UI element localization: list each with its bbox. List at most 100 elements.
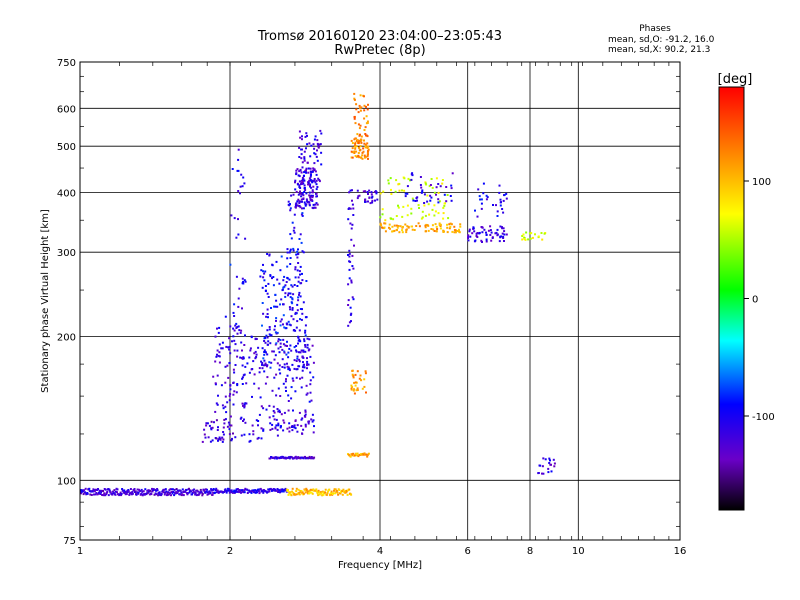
data-point (450, 187, 453, 190)
data-point (313, 162, 316, 165)
data-point (295, 368, 298, 371)
data-point (303, 179, 306, 182)
data-point (315, 155, 318, 158)
data-point (308, 201, 311, 204)
data-point (274, 331, 277, 334)
data-point (300, 318, 303, 321)
data-point (539, 464, 542, 467)
data-point (179, 489, 182, 492)
data-point (541, 472, 543, 475)
data-point (437, 198, 440, 201)
data-point (107, 494, 110, 497)
data-point (482, 192, 485, 195)
data-point (297, 193, 300, 196)
data-point (94, 493, 97, 496)
data-point (300, 490, 303, 493)
data-point (84, 487, 87, 490)
data-point (105, 493, 108, 496)
data-point (240, 329, 243, 332)
data-point (241, 383, 244, 385)
data-point (315, 179, 318, 182)
data-point (320, 491, 322, 494)
data-point (296, 424, 299, 427)
data-point (302, 197, 305, 200)
data-point (364, 370, 367, 373)
data-point (304, 189, 307, 191)
data-point (287, 294, 289, 297)
data-point (407, 177, 410, 180)
data-point (262, 270, 264, 273)
data-point (353, 97, 356, 100)
data-point (313, 168, 316, 171)
data-point (370, 191, 373, 194)
data-point (242, 420, 244, 422)
data-point (348, 277, 351, 280)
data-point (305, 393, 308, 396)
data-point (361, 387, 364, 390)
data-point (443, 204, 446, 207)
data-point (403, 177, 406, 180)
data-point (243, 182, 246, 185)
data-point (234, 436, 237, 439)
data-point (292, 249, 295, 252)
data-point (283, 326, 286, 329)
data-point (229, 489, 232, 492)
data-point (93, 490, 96, 493)
data-point (261, 363, 263, 366)
data-point (302, 182, 305, 185)
data-point (218, 343, 221, 346)
data-point (359, 374, 362, 377)
data-point (109, 491, 112, 494)
data-point (405, 231, 408, 234)
data-point (226, 425, 229, 428)
data-point (93, 489, 96, 492)
data-point (364, 143, 367, 146)
data-point (448, 223, 451, 226)
data-point (197, 493, 200, 496)
data-point (348, 252, 351, 255)
data-point (357, 152, 360, 154)
data-point (351, 454, 354, 457)
data-point (300, 198, 303, 201)
data-point (295, 190, 298, 193)
data-point (368, 196, 371, 199)
data-point (304, 331, 307, 334)
data-point (468, 228, 471, 231)
data-point (288, 457, 291, 460)
data-point (389, 177, 392, 180)
data-point (298, 411, 301, 414)
data-point (239, 331, 242, 334)
data-point (222, 438, 225, 441)
data-point (307, 181, 310, 184)
data-point (284, 284, 287, 287)
data-point (305, 280, 308, 282)
data-point (288, 422, 291, 425)
data-point (238, 491, 241, 494)
data-point (449, 195, 452, 197)
data-point (364, 133, 367, 135)
data-point (305, 489, 308, 491)
data-point (296, 357, 299, 360)
data-point (482, 182, 485, 185)
data-point (100, 491, 103, 494)
data-point (501, 226, 503, 229)
data-point (320, 132, 323, 135)
data-point (356, 452, 359, 455)
data-point (306, 343, 309, 346)
data-point (480, 198, 483, 201)
data-point (359, 133, 361, 136)
data-point (308, 142, 311, 145)
data-point (224, 315, 227, 318)
data-point (479, 198, 482, 201)
data-point (286, 340, 288, 343)
data-point (341, 490, 344, 493)
data-point (359, 124, 362, 127)
data-point (499, 204, 502, 207)
data-point (92, 493, 95, 496)
data-point (355, 389, 358, 392)
data-point (527, 238, 530, 241)
data-point (360, 106, 363, 109)
data-point (350, 384, 353, 387)
data-point (498, 184, 501, 187)
data-point (437, 201, 440, 204)
